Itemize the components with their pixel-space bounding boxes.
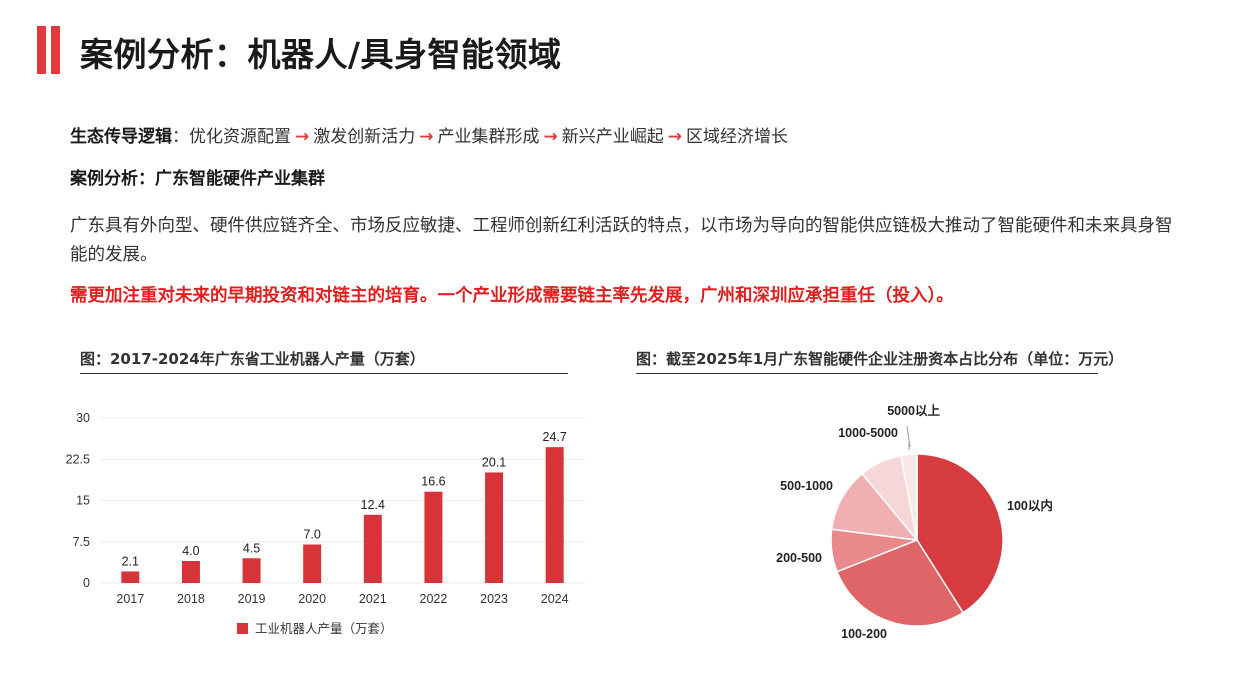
bar xyxy=(424,491,443,583)
data-label: 12.4 xyxy=(361,498,385,512)
bar xyxy=(485,472,504,583)
pie-slice xyxy=(836,539,965,627)
logic-step: 产业集群形成 xyxy=(437,127,540,147)
x-tick-label: 2017 xyxy=(116,592,144,606)
logic-chain: 生态传导逻辑：优化资源配置 → 激发创新活力 → 产业集群形成 → 新兴产业崛起 → 区域经济增… xyxy=(70,122,788,147)
bar xyxy=(363,514,382,583)
arrow-right-icon: → xyxy=(295,127,310,147)
pie-chart-caption: 图：截至2025年1月广东智能硬件企业注册资本占比分布（单位：万元） xyxy=(636,348,1123,374)
data-label: 24.7 xyxy=(543,430,567,444)
bar xyxy=(121,571,140,583)
data-label: 4.0 xyxy=(182,544,199,558)
x-tick-label: 2018 xyxy=(177,592,205,606)
x-tick-label: 2023 xyxy=(480,592,508,606)
legend-label: 工业机器人产量（万套） xyxy=(255,621,393,636)
logic-step: 优化资源配置 xyxy=(189,127,291,147)
data-label: 2.1 xyxy=(122,554,139,568)
logic-step: 新兴产业崛起 xyxy=(561,127,664,147)
y-tick-label: 30 xyxy=(76,411,90,425)
arrow-right-icon: → xyxy=(667,127,682,147)
slice-label: 5000以上 xyxy=(887,403,940,418)
leader-line xyxy=(906,425,911,448)
data-label: 16.6 xyxy=(421,475,445,489)
arrow-right-icon: → xyxy=(419,127,434,147)
accent-bar xyxy=(51,26,60,74)
accent-bar xyxy=(37,26,46,74)
logic-step: 区域经济增长 xyxy=(686,127,788,147)
pie-slice xyxy=(830,472,919,541)
x-tick-label: 2020 xyxy=(298,592,326,606)
logic-step: 激发创新活力 xyxy=(313,127,416,147)
slice-label: 1000-5000 xyxy=(838,426,898,440)
x-tick-label: 2019 xyxy=(238,592,266,606)
bar-chart: 0 7.5 15 22.5 30 2.1 2017 4.0 2018 4.5 2019 7.0 2020… xyxy=(66,411,585,636)
bar-chart-caption: 图：2017-2024年广东省工业机器人产量（万套） xyxy=(80,348,568,374)
bar xyxy=(545,447,564,583)
bar xyxy=(303,544,322,583)
y-tick-label: 0 xyxy=(83,576,90,590)
slice-label: 100以内 xyxy=(1007,498,1053,513)
pie-chart: 100以内 100-200 200-500 500-1000 1000-5000 5000… xyxy=(776,403,1053,641)
case-body-text: 广东具有外向型、硬件供应链齐全、市场反应敏捷、工程师创新红利活跃的特点，以市场为… xyxy=(70,216,1173,265)
x-tick-label: 2022 xyxy=(420,592,448,606)
slice-label: 200-500 xyxy=(776,551,822,565)
case-emphasis-text: 需更加注重对未来的早期投资和对链主的培育。一个产业形成需要链主率先发展，广州和深… xyxy=(70,286,954,306)
logic-label: 生态传导逻辑 xyxy=(70,127,172,147)
y-tick-label: 15 xyxy=(76,494,90,508)
bar xyxy=(181,561,200,583)
data-label: 4.5 xyxy=(243,541,260,555)
slice-label: 500-1000 xyxy=(780,479,833,493)
pie-slice xyxy=(900,453,918,541)
case-heading: 案例分析：广东智能硬件产业集群 xyxy=(70,169,325,189)
y-tick-label: 7.5 xyxy=(73,535,90,549)
arrow-right-icon: → xyxy=(543,127,558,147)
x-tick-label: 2024 xyxy=(541,592,569,606)
x-tick-label: 2021 xyxy=(359,592,387,606)
slice-label: 100-200 xyxy=(841,627,887,641)
data-label: 7.0 xyxy=(303,528,320,542)
title-accent-bars xyxy=(37,26,69,74)
bar xyxy=(242,558,261,583)
logic-separator: ： xyxy=(172,127,189,147)
page-title: 案例分析：机器人/具身智能领域 xyxy=(80,35,562,74)
legend-swatch xyxy=(237,623,248,634)
y-tick-label: 22.5 xyxy=(66,452,90,466)
data-label: 20.1 xyxy=(482,455,506,469)
